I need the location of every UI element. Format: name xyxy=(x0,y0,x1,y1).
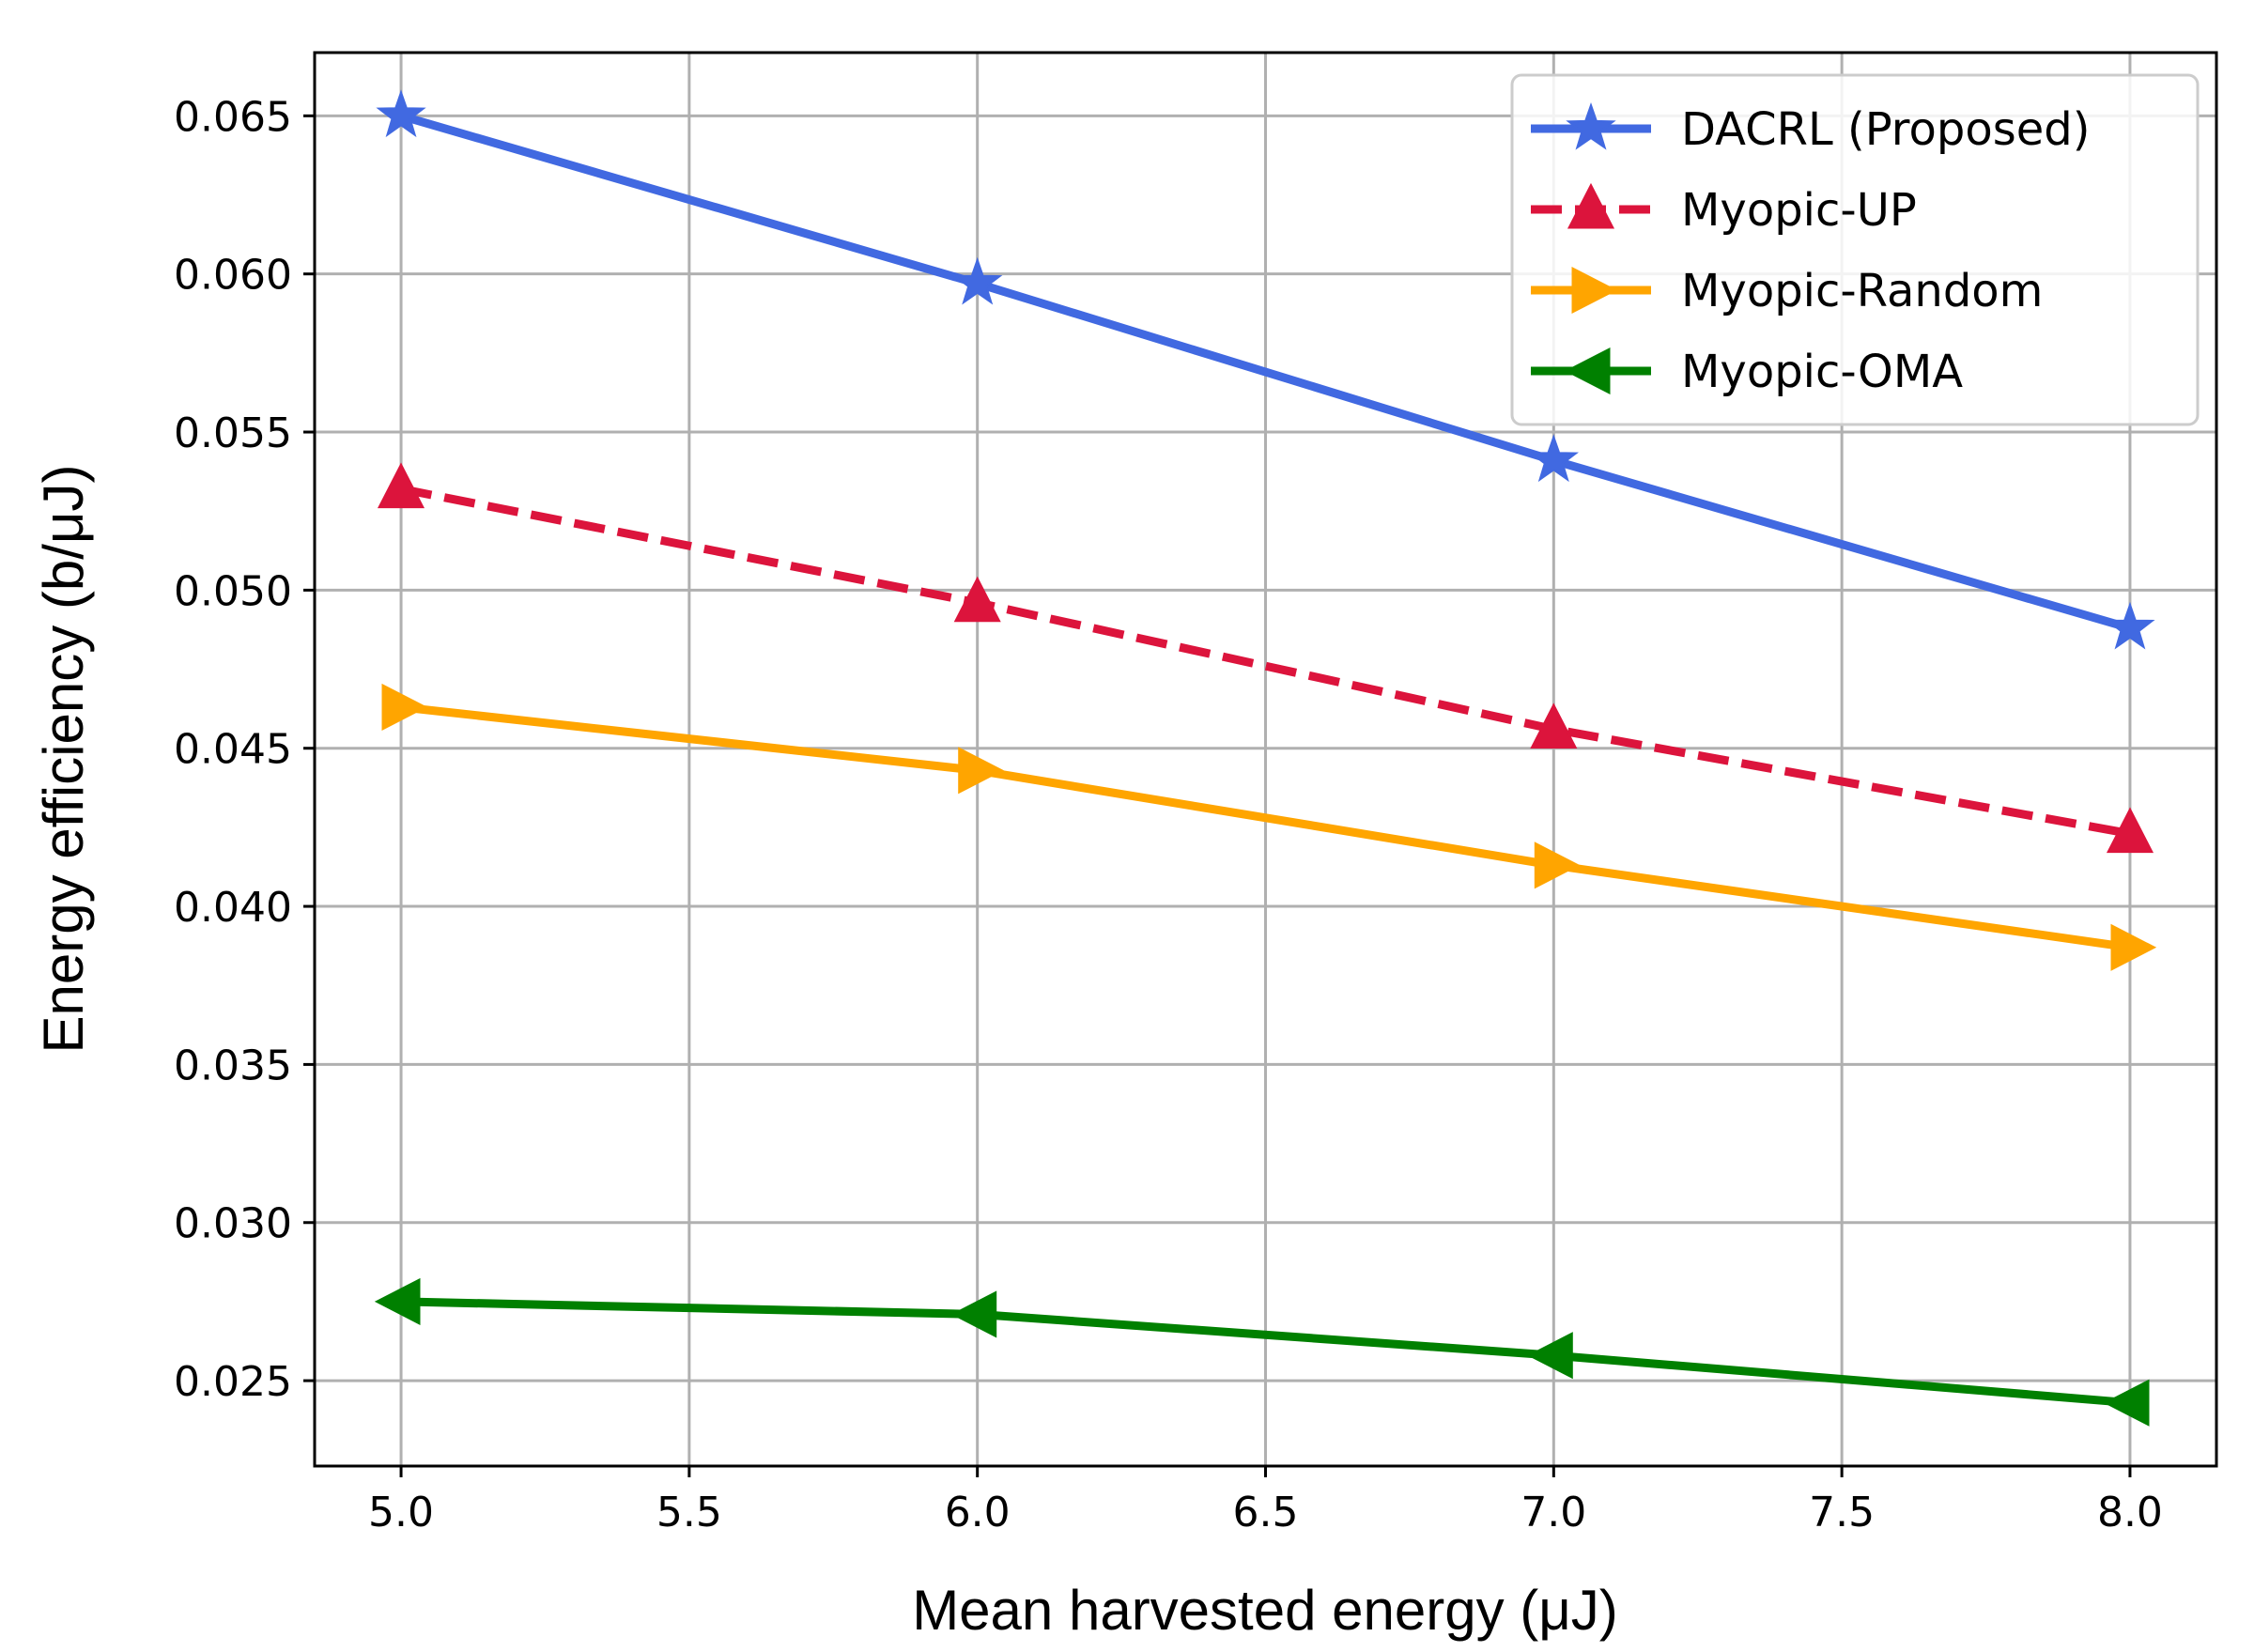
series-layer xyxy=(374,89,2157,1427)
series-line xyxy=(400,485,2131,839)
legend-box xyxy=(1510,73,2200,426)
data-point xyxy=(377,462,425,509)
x-axis-label: Mean harvested energy (μJ) xyxy=(912,1579,1618,1642)
legend-marker xyxy=(1564,347,1611,395)
series-2 xyxy=(381,683,2157,971)
data-point xyxy=(952,256,1003,305)
legend-marker xyxy=(1571,266,1618,315)
data-point xyxy=(1534,841,1581,889)
legend-entry: Myopic-Random xyxy=(1531,265,2043,317)
y-tick-label: 0.035 xyxy=(174,1042,292,1089)
legend-label: Myopic-Random xyxy=(1681,265,2043,317)
x-tick-label: 5.0 xyxy=(368,1489,434,1536)
data-point xyxy=(2105,601,2155,650)
data-point xyxy=(958,747,1004,795)
series-0 xyxy=(376,89,2155,650)
data-point xyxy=(2103,1379,2150,1427)
y-tick-label: 0.060 xyxy=(174,252,292,300)
x-tick-label: 6.0 xyxy=(945,1489,1011,1536)
x-ticks: 5.0 5.5 6.0 6.5 7.0 7.5 8.0 xyxy=(368,1466,2163,1536)
y-tick-label: 0.040 xyxy=(174,884,292,932)
series-line xyxy=(400,702,2131,952)
data-point xyxy=(381,683,428,731)
legend-entry: DACRL (Proposed) xyxy=(1531,101,2090,156)
legend-label: DACRL (Proposed) xyxy=(1681,103,2090,156)
legend-marker xyxy=(1567,182,1615,229)
legend-label: Myopic-OMA xyxy=(1681,346,1963,398)
x-tick-label: 8.0 xyxy=(2097,1489,2163,1536)
data-point xyxy=(374,1277,421,1325)
data-point xyxy=(2106,807,2154,854)
series-line xyxy=(400,1297,2131,1408)
data-point xyxy=(1527,1332,1573,1380)
legend-marker xyxy=(1566,101,1616,150)
legend-entry: Myopic-UP xyxy=(1531,182,1917,237)
legend-label: Myopic-UP xyxy=(1681,184,1917,237)
data-point xyxy=(953,576,1001,623)
data-point xyxy=(2110,923,2157,971)
legend-entry: Myopic-OMA xyxy=(1531,346,1963,398)
x-tick-label: 6.5 xyxy=(1233,1489,1299,1536)
data-point xyxy=(376,89,426,138)
y-tick-label: 0.025 xyxy=(174,1358,292,1406)
series-3 xyxy=(374,1277,2150,1427)
y-tick-label: 0.065 xyxy=(174,93,292,141)
y-tick-label: 0.050 xyxy=(174,567,292,615)
y-tick-label: 0.055 xyxy=(174,409,292,457)
x-tick-label: 7.0 xyxy=(1521,1489,1586,1536)
data-point xyxy=(1530,702,1578,749)
y-ticks: 0.025 0.030 0.035 0.040 0.045 0.050 0.055 0.060… xyxy=(174,93,315,1406)
x-tick-label: 5.5 xyxy=(656,1489,722,1536)
series-1 xyxy=(377,462,2154,854)
data-point xyxy=(950,1290,997,1338)
y-axis-label: Energy efficiency (b/μJ) xyxy=(32,464,95,1053)
series-line xyxy=(399,111,2132,633)
y-tick-label: 0.030 xyxy=(174,1200,292,1248)
y-tick-label: 0.045 xyxy=(174,726,292,774)
data-point xyxy=(1528,434,1579,483)
legend: DACRL (Proposed) Myopic-UP Myopic-Random My… xyxy=(1510,73,2200,426)
x-tick-label: 7.5 xyxy=(1809,1489,1875,1536)
